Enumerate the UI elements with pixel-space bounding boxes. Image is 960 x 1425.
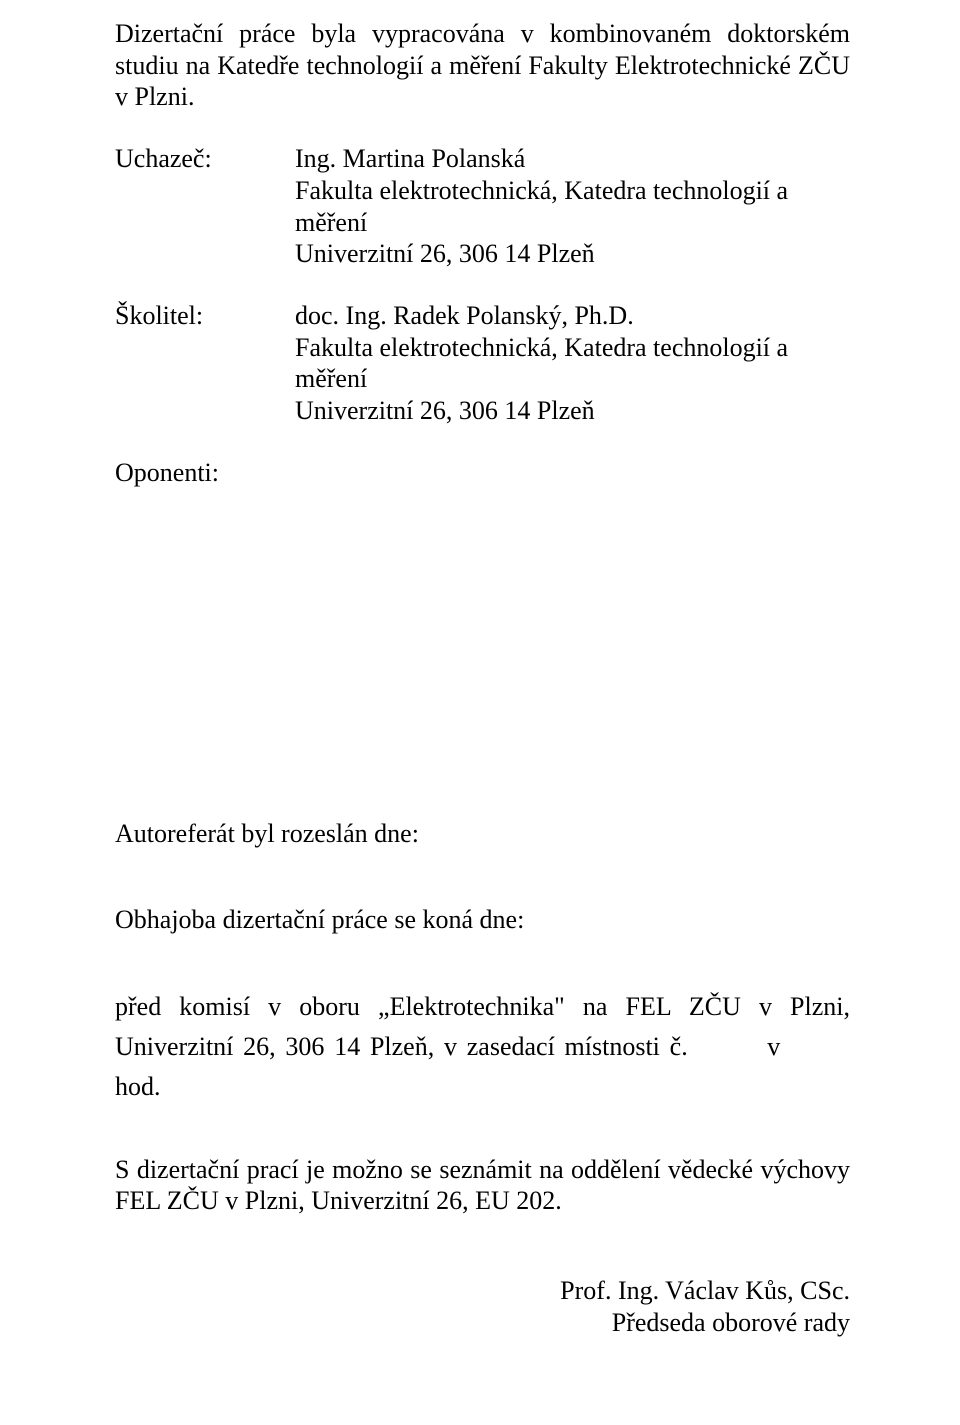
supervisor-value: doc. Ing. Radek Polanský, Ph.D. Fakulta …	[295, 300, 850, 427]
signature-role: Předseda oborové rady	[115, 1307, 850, 1339]
supervisor-name: doc. Ing. Radek Polanský, Ph.D.	[295, 300, 850, 332]
applicant-row: Uchazeč: Ing. Martina Polanská Fakulta e…	[115, 143, 850, 270]
intro-paragraph: Dizertační práce byla vypracována v komb…	[115, 18, 850, 113]
supervisor-row: Školitel: doc. Ing. Radek Polanský, Ph.D…	[115, 300, 850, 427]
supervisor-affil2: Univerzitní 26, 306 14 Plzeň	[295, 395, 850, 427]
access-paragraph: S dizertační prací je možno se seznámit …	[115, 1154, 850, 1217]
applicant-affil1: Fakulta elektrotechnická, Katedra techno…	[295, 175, 850, 238]
opponents-row: Oponenti:	[115, 457, 850, 489]
committee-paragraph: před komisí v oboru „Elektrotechnika" na…	[115, 987, 850, 1108]
supervisor-affil1: Fakulta elektrotechnická, Katedra techno…	[295, 332, 850, 395]
opponents-label: Oponenti:	[115, 457, 295, 489]
committee-part1: před komisí v oboru „Elektrotechnika" na…	[115, 992, 850, 1061]
page: Dizertační práce byla vypracována v komb…	[0, 0, 960, 1425]
applicant-name: Ing. Martina Polanská	[295, 143, 850, 175]
defense-label: Obhajoba dizertační práce se koná dne:	[115, 905, 524, 934]
defense-line: Obhajoba dizertační práce se koná dne:	[115, 900, 850, 981]
sent-line: Autoreferát byl rozeslán dne:	[115, 814, 850, 895]
sent-label: Autoreferát byl rozeslán dne:	[115, 819, 419, 848]
signature-name: Prof. Ing. Václav Kůs, CSc.	[115, 1275, 850, 1307]
supervisor-label: Školitel:	[115, 300, 295, 332]
applicant-label: Uchazeč:	[115, 143, 295, 175]
signature-block: Prof. Ing. Václav Kůs, CSc. Předseda obo…	[115, 1275, 850, 1338]
committee-at: v	[757, 1032, 790, 1061]
applicant-value: Ing. Martina Polanská Fakulta elektrotec…	[295, 143, 850, 270]
applicant-affil2: Univerzitní 26, 306 14 Plzeň	[295, 238, 850, 270]
committee-end: hod.	[115, 1072, 161, 1101]
roles-block: Uchazeč: Ing. Martina Polanská Fakulta e…	[115, 143, 850, 488]
